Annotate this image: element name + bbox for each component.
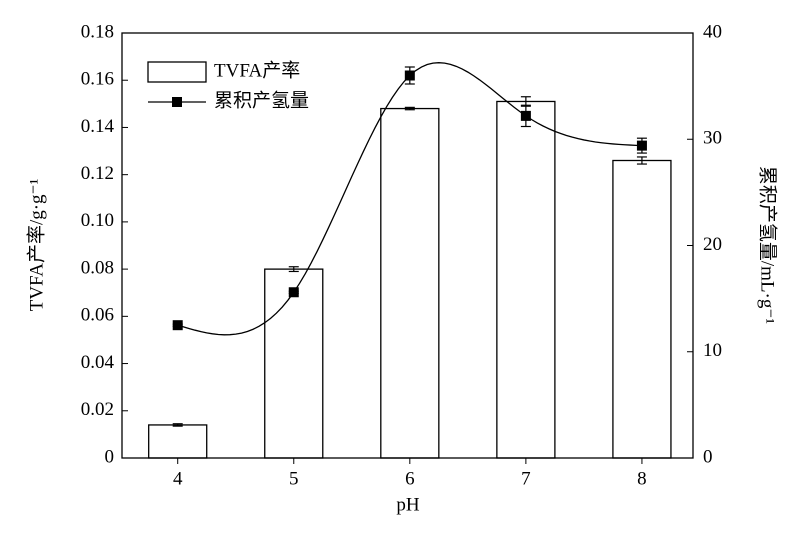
y-tick-label: 0.10 <box>81 210 114 231</box>
y-tick-label: 0.08 <box>81 257 114 278</box>
y-tick-label: 0 <box>105 446 115 467</box>
x-tick-label: 7 <box>521 468 531 489</box>
y2-axis-label: 累积产氢量/mL·g⁻¹ <box>757 166 779 325</box>
error-bar <box>172 423 183 427</box>
y-tick-label: 0.12 <box>81 163 114 184</box>
y-axis-label: TVFA产率/g·g⁻¹ <box>25 178 47 311</box>
x-tick-label: 4 <box>173 468 183 489</box>
marker <box>404 70 415 81</box>
x-axis-label: pH <box>396 494 420 515</box>
error-bar <box>404 106 415 111</box>
y2-tick-label: 40 <box>703 21 722 42</box>
bar <box>496 100 556 459</box>
marker <box>520 110 531 121</box>
legend-marker <box>172 97 182 107</box>
x-tick-label: 6 <box>405 468 415 489</box>
marker <box>172 320 183 331</box>
plot-frame <box>121 32 694 459</box>
error-bar <box>636 156 647 165</box>
y2-tick-label: 20 <box>703 234 722 255</box>
legend-label: 累积产氢量 <box>214 89 309 111</box>
marker <box>636 140 647 151</box>
bar <box>380 107 440 459</box>
y-tick-label: 0.04 <box>81 352 115 373</box>
bar <box>612 159 672 459</box>
bar <box>264 268 324 459</box>
y-tick-label: 0.02 <box>81 399 114 420</box>
legend-label: TVFA产率 <box>214 59 300 81</box>
y-tick-label: 0.18 <box>81 21 114 42</box>
legend-swatch <box>147 61 207 83</box>
y-tick-label: 0.06 <box>81 305 114 326</box>
y2-tick-label: 10 <box>703 340 722 361</box>
x-tick-label: 5 <box>289 468 299 489</box>
y2-tick-label: 30 <box>703 128 722 149</box>
bar <box>148 424 208 459</box>
y2-tick-label: 0 <box>703 446 713 467</box>
x-tick-label: 8 <box>637 468 647 489</box>
error-bar <box>288 266 299 273</box>
marker <box>288 287 299 298</box>
y-tick-label: 0.14 <box>81 116 115 137</box>
y-tick-label: 0.16 <box>81 69 114 90</box>
